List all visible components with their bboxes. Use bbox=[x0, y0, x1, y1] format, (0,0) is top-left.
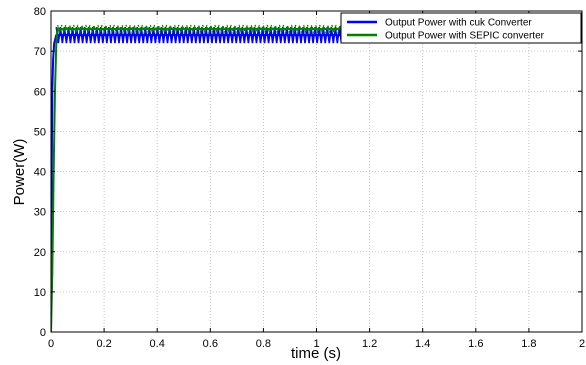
legend: Output Power with cuk Converter Output Po… bbox=[340, 12, 582, 44]
x-tick-label: 1.6 bbox=[468, 338, 483, 350]
x-tick-label: 0 bbox=[48, 338, 54, 350]
legend-box bbox=[340, 12, 582, 44]
x-tick-label: 1.2 bbox=[362, 338, 377, 350]
x-tick-label: 0.4 bbox=[150, 338, 165, 350]
x-tick-label: 1 bbox=[313, 338, 319, 350]
y-tick-label: 80 bbox=[34, 6, 46, 18]
x-tick-label: 1.4 bbox=[415, 338, 430, 350]
x-tick-label: 0.6 bbox=[203, 338, 218, 350]
y-axis-label: Power(W) bbox=[11, 139, 28, 206]
x-axis-label: time (s) bbox=[291, 345, 341, 362]
y-tick-label: 10 bbox=[34, 287, 46, 299]
x-tick-label: 0.2 bbox=[96, 338, 111, 350]
y-tick-label: 0 bbox=[40, 327, 46, 339]
y-tick-label: 40 bbox=[34, 167, 46, 179]
ticks: 0 0.2 0.4 0.6 0.8 1 1.2 1.4 1.6 1.8 20102030405060… bbox=[34, 6, 585, 350]
legend-entry: Output Power with cuk Converter bbox=[385, 18, 532, 29]
y-tick-label: 60 bbox=[34, 86, 46, 98]
x-tick-label: 2 bbox=[579, 338, 585, 350]
y-tick-label: 70 bbox=[34, 46, 46, 58]
grid bbox=[51, 11, 582, 332]
legend-entry: Output Power with SEPIC converter bbox=[385, 31, 545, 42]
x-tick-label: 1.8 bbox=[521, 338, 536, 350]
y-tick-label: 50 bbox=[34, 126, 46, 138]
y-tick-label: 20 bbox=[34, 247, 46, 259]
series-ripple bbox=[57, 24, 582, 34]
y-tick-label: 30 bbox=[34, 207, 46, 219]
x-tick-label: 0.8 bbox=[256, 338, 271, 350]
